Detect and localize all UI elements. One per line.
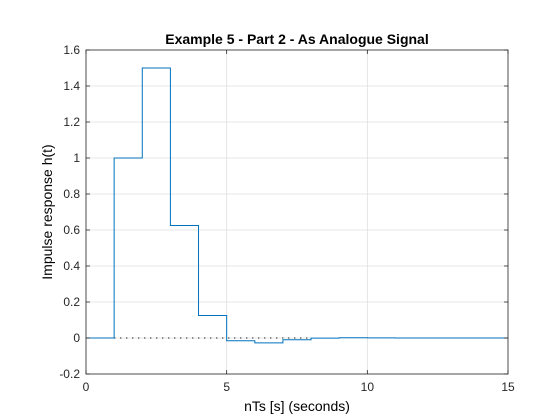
series-layer [86,67,508,344]
x-axis-label: nTs [s] (seconds) [244,398,350,414]
x-tick-label: 10 [361,380,375,394]
tick-marks [85,49,509,375]
y-tick-label: 1 [73,151,80,165]
y-tick-label: 1.4 [63,79,80,93]
series-line [86,67,508,344]
y-tick-label: 0.2 [63,295,80,309]
y-axis-label: Impulse response h(t) [39,144,55,279]
y-tick-label: -0.2 [59,367,80,381]
x-tick-label: 5 [223,380,230,394]
y-tick-labels: -0.2 0 0.2 0.4 0.6 0.8 1 1.2 1.4 1.6 [59,43,80,381]
y-tick-label: 0.4 [63,259,80,273]
y-tick-label: 1.2 [63,115,80,129]
x-tick-labels: 0 5 10 15 [83,380,515,394]
x-tick-label: 0 [83,380,90,394]
y-tick-label: 0 [73,331,80,345]
x-tick-label: 15 [501,380,515,394]
axes-box [85,49,509,375]
y-tick-label: 0.8 [63,187,80,201]
y-tick-label: 1.6 [63,43,80,57]
chart-title: Example 5 - Part 2 - As Analogue Signal [165,31,428,47]
y-tick-label: 0.6 [63,223,80,237]
